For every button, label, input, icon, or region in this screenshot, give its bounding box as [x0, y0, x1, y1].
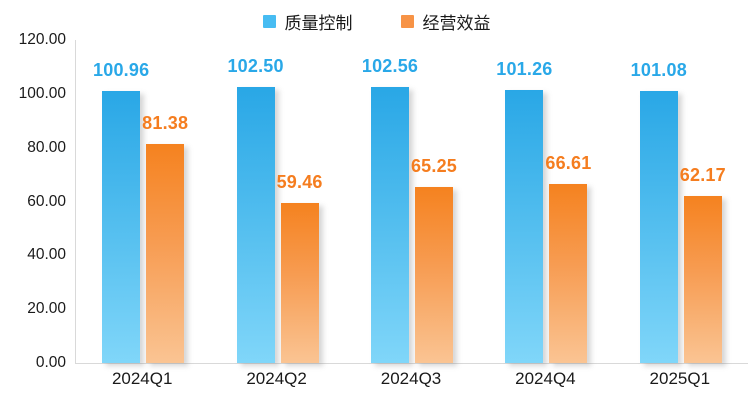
y-tick-label: 40.00 — [27, 246, 66, 264]
value-label-operating-benefit: 66.61 — [545, 152, 592, 173]
x-axis-label: 2024Q3 — [380, 369, 442, 388]
plot-area: 100.96 81.38 102.50 59.46 102.56 65.25 101.26 6… — [75, 40, 748, 364]
value-label-operating-benefit: 65.25 — [410, 156, 458, 177]
x-axis-label: 2024Q1 — [111, 369, 173, 388]
bar-operating-benefit — [280, 202, 319, 363]
y-tick-label: 100.00 — [18, 84, 66, 102]
y-tick-label: 20.00 — [27, 300, 66, 318]
bar-operating-benefit — [549, 183, 588, 363]
legend-item-quality-control: 质量控制 — [262, 9, 353, 34]
bar-quality-control — [102, 91, 141, 363]
legend-swatch-quality-control — [262, 14, 276, 28]
value-label-operating-benefit: 62.17 — [679, 164, 726, 185]
bar-quality-control — [236, 87, 275, 363]
legend-swatch-operating-benefit — [400, 14, 414, 28]
value-label-operating-benefit: 81.38 — [142, 112, 189, 133]
y-tick-label: 120.00 — [18, 31, 66, 48]
x-axis-label: 2025Q1 — [649, 369, 711, 388]
legend-label-quality-control: 质量控制 — [284, 13, 353, 33]
bar-quality-control — [371, 86, 409, 363]
bar-operating-benefit — [146, 143, 185, 363]
y-tick-label: 0.00 — [35, 354, 66, 371]
value-label-quality-control: 101.26 — [496, 59, 553, 80]
value-label-quality-control: 102.56 — [361, 55, 419, 76]
y-tick-label: 80.00 — [27, 138, 66, 156]
bar-quality-control — [505, 90, 544, 363]
x-axis-label: 2024Q2 — [246, 369, 307, 388]
x-axis-labels: 2024Q1 2024Q2 2024Q3 2024Q4 2025Q1 — [75, 369, 747, 395]
y-axis: 120.00 100.00 80.00 60.00 40.00 20.00 0.00 — [0, 31, 66, 371]
legend-label-operating-benefit: 经营效益 — [422, 13, 491, 33]
x-axis-label: 2024Q4 — [515, 369, 576, 388]
bar-quality-control — [639, 90, 678, 363]
bar-operating-benefit — [683, 195, 722, 363]
value-label-quality-control: 101.08 — [630, 59, 687, 80]
legend-item-operating-benefit: 经营效益 — [400, 9, 491, 34]
value-label-quality-control: 102.50 — [227, 56, 284, 77]
value-label-operating-benefit: 59.46 — [276, 171, 323, 192]
chart-legend: 质量控制 经营效益 — [0, 8, 753, 34]
bar-operating-benefit — [415, 187, 453, 363]
y-tick-label: 60.00 — [27, 192, 66, 210]
value-label-quality-control: 100.96 — [93, 60, 150, 81]
